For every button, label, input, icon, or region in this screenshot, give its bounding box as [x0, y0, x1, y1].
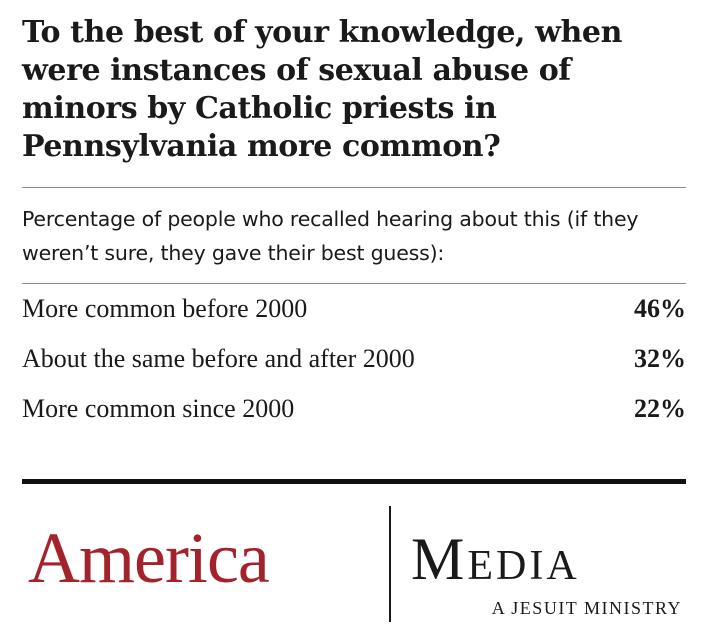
table-row: About the same before and after 2000 32%: [22, 344, 686, 394]
row-label: More common before 2000: [22, 294, 308, 323]
logo-media-text: Media: [411, 526, 580, 592]
subtitle-divider: [22, 283, 686, 284]
row-label: More common since 2000: [22, 394, 295, 423]
row-value: 46%: [634, 294, 686, 323]
table-row: More common before 2000 46%: [22, 294, 686, 344]
table-row: More common since 2000 22%: [22, 394, 686, 444]
chart-container: To the best of your knowledge, when were…: [22, 0, 686, 444]
logo-tagline: A JESUIT MINISTRY: [491, 598, 682, 618]
row-value: 32%: [634, 344, 686, 373]
logo-brand-text: America: [28, 518, 270, 598]
logo-divider: [389, 506, 391, 622]
title-divider: [22, 187, 686, 188]
row-value: 22%: [634, 394, 686, 423]
footer-divider: [22, 479, 686, 484]
chart-title: To the best of your knowledge, when were…: [22, 15, 623, 164]
row-label: About the same before and after 2000: [22, 344, 415, 373]
chart-subtitle: Percentage of people who recalled hearin…: [22, 207, 639, 265]
america-media-logo: America Media A JESUIT MINISTRY: [22, 500, 686, 625]
results-table: More common before 2000 46% About the sa…: [22, 294, 686, 444]
